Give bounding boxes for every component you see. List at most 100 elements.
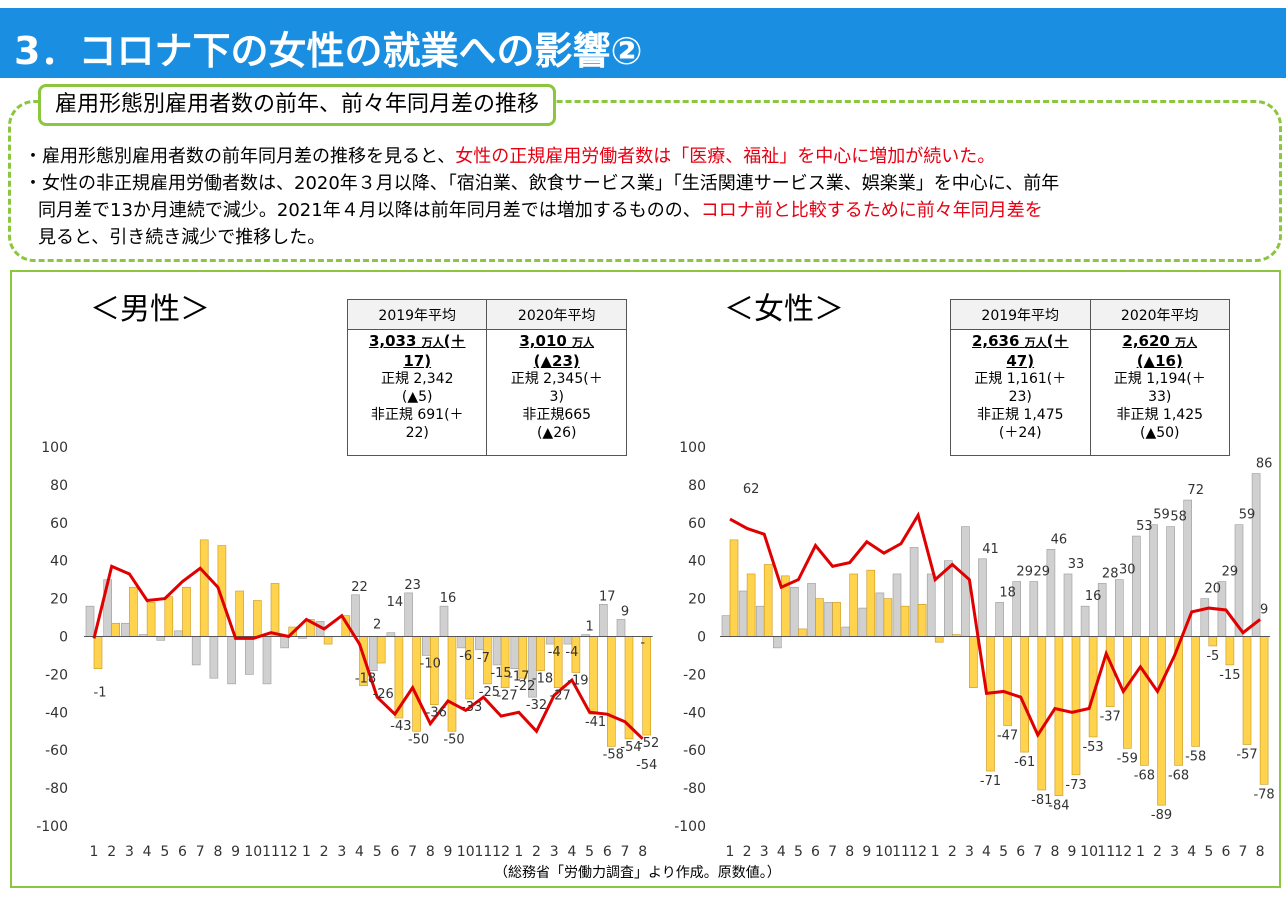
female-value-label: 29 xyxy=(1034,565,1051,580)
female-xtick: 11 xyxy=(1097,844,1115,860)
male-regular-bar xyxy=(245,636,254,675)
female-value-label: -57 xyxy=(1236,748,1257,763)
male-h2019: 2019年平均 xyxy=(346,299,488,330)
female-value-label: -59 xyxy=(1117,751,1138,766)
male-value-label: -54 xyxy=(620,740,641,755)
female-value-label: 18 xyxy=(999,585,1016,600)
female-value-label: -5 xyxy=(1206,649,1219,664)
female-nonregular-bar xyxy=(900,605,910,637)
female-nonregular-bar xyxy=(1225,636,1235,666)
female-xtick: 9 xyxy=(862,844,871,860)
male-value-label: -4 xyxy=(565,645,578,660)
male-2020-nonregular: 非正規665 (▲26) xyxy=(522,407,592,441)
female-regular-bar xyxy=(1063,573,1073,637)
female-value-label: 20 xyxy=(1205,582,1222,597)
male-nonregular-bar xyxy=(182,586,191,637)
female-value-label: 29 xyxy=(1016,565,1033,580)
bullet-2-text: 同月差で13か月連続で減少。2021年４月以降は前年同月差では増加するものの、 xyxy=(38,200,701,221)
female-xtick: 5 xyxy=(794,844,803,860)
female-h2020: 2020年平均 xyxy=(1089,299,1230,330)
female-xtick: 3 xyxy=(965,844,974,860)
female-nonregular-bar xyxy=(1157,636,1166,806)
male-regular-bar xyxy=(545,636,555,645)
male-regular-bar xyxy=(457,636,467,649)
female-value-label: 29 xyxy=(1222,565,1239,580)
male-nonregular-bar xyxy=(199,539,209,637)
male-regular-bar xyxy=(191,636,201,666)
female-ytick: -20 xyxy=(683,667,706,683)
male-value-label: -32 xyxy=(526,698,547,713)
male-value-label: -50 xyxy=(408,732,429,747)
male-stat-table: 2019年平均 2020年平均 3,033 万人(＋ 17) 正規 2,342 (▲… xyxy=(346,299,627,456)
male-value-label: 23 xyxy=(404,578,421,593)
bullet-2-highlight: コロナ前と比較するために前々年同月差を xyxy=(700,200,1043,221)
female-value-label: -78 xyxy=(1253,787,1274,802)
male-2020-regular: 正規 2,345(＋ 3) xyxy=(510,371,603,405)
male-xtick: 12 xyxy=(492,844,510,860)
male-nonregular-bar xyxy=(642,636,652,736)
female-xtick: 12 xyxy=(1114,844,1132,860)
male-xtick: 3 xyxy=(550,844,559,860)
male-ytick: -80 xyxy=(45,781,68,797)
male-regular-bar xyxy=(85,605,95,637)
female-xtick: 6 xyxy=(1221,844,1230,860)
male-nonregular-bar xyxy=(465,636,475,700)
male-xtick: 2 xyxy=(320,844,329,860)
female-xtick: 2 xyxy=(948,844,957,860)
male-regular-bar xyxy=(174,630,183,637)
female-regular-bar xyxy=(1046,549,1056,637)
female-value-label: -15 xyxy=(1219,668,1240,683)
female-nonregular-bar xyxy=(798,628,807,637)
male-value-label: 14 xyxy=(387,595,404,610)
female-xtick: 10 xyxy=(875,844,893,860)
female-regular-bar xyxy=(1166,526,1175,637)
female-nonregular-bar xyxy=(1242,636,1252,745)
female-xtick: 8 xyxy=(1050,844,1059,860)
female-nonregular-bar xyxy=(1140,636,1149,766)
male-xtick: 11 xyxy=(262,844,280,860)
female-regular-bar xyxy=(721,615,731,637)
female-xtick: 4 xyxy=(982,844,991,860)
male-value-label: -50 xyxy=(443,732,464,747)
female-nonregular-bar xyxy=(1054,636,1064,796)
male-regular-bar xyxy=(209,636,219,679)
male-2019-total: 3,033 万人(＋ 17) xyxy=(368,332,466,370)
male-ytick: -20 xyxy=(45,667,68,683)
female-regular-bar xyxy=(807,583,816,637)
female-value-label: 46 xyxy=(1051,532,1068,547)
male-value-label: -52 xyxy=(638,736,659,751)
male-xtick: 7 xyxy=(196,844,205,860)
male-nonregular-bar xyxy=(447,636,457,732)
male-xtick: 4 xyxy=(355,844,364,860)
male-regular-bar xyxy=(492,636,502,666)
male-xtick: 3 xyxy=(125,844,134,860)
female-nonregular-bar xyxy=(986,636,995,772)
female-regular-bar xyxy=(841,626,851,637)
female-regular-bar xyxy=(1200,598,1210,637)
female-nonregular-bar xyxy=(1208,636,1218,647)
male-2020-total: 3,010 万人 (▲23) xyxy=(519,332,595,370)
female-xtick: 1 xyxy=(931,844,940,860)
male-xtick: 6 xyxy=(178,844,187,860)
male-ytick: -100 xyxy=(36,819,68,835)
female-xtick: 3 xyxy=(760,844,769,860)
female-ytick: -40 xyxy=(683,705,706,721)
male-value-label: -15 xyxy=(490,666,511,681)
male-xtick: 10 xyxy=(244,844,262,860)
male-regular-bar xyxy=(439,605,449,637)
female-ytick: 80 xyxy=(688,478,706,494)
female-xtick: 2 xyxy=(743,844,752,860)
male-ytick: 60 xyxy=(50,516,68,532)
chart-frame xyxy=(10,270,1281,888)
male-value-label: 9 xyxy=(621,604,629,619)
female-2020-total: 2,620 万人 (▲16) xyxy=(1122,332,1198,370)
male-xtick: 9 xyxy=(444,844,453,860)
male-nonregular-bar xyxy=(253,600,262,637)
female-regular-bar xyxy=(1115,579,1124,637)
male-xtick: 1 xyxy=(514,844,523,860)
female-h2019: 2019年平均 xyxy=(950,299,1091,330)
female-chart-label: ＜女性＞ xyxy=(724,292,844,327)
female-regular-bar xyxy=(1132,535,1141,637)
male-value-label: -25 xyxy=(479,685,500,700)
male-xtick: 2 xyxy=(532,844,541,860)
